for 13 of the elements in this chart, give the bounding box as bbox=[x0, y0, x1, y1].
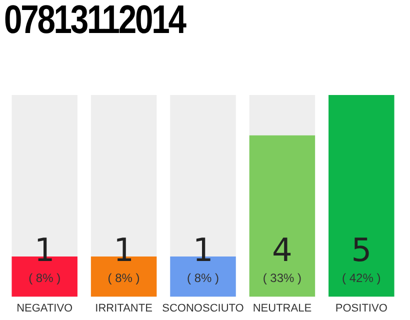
annotation: ( 8% ) bbox=[108, 271, 140, 286]
data-label: 5 bbox=[351, 231, 372, 270]
annotation: ( 8% ) bbox=[186, 271, 220, 286]
x-tick-label: IRRITANTE bbox=[95, 302, 152, 314]
annotation: ( 8% ) bbox=[28, 271, 61, 286]
x-tick-label: NEGATIVO bbox=[16, 302, 74, 314]
x-tick-label: SCONOSCIUTO bbox=[162, 302, 244, 314]
data-label: 4 bbox=[272, 231, 292, 270]
chart-title: 07813112014 bbox=[4, 0, 185, 43]
annotation: ( 42% ) bbox=[342, 271, 381, 286]
annotation: ( 33% ) bbox=[262, 271, 302, 286]
x-tick-label: POSITIVO bbox=[335, 302, 388, 314]
x-tick-label: NEUTRALE bbox=[252, 302, 312, 314]
